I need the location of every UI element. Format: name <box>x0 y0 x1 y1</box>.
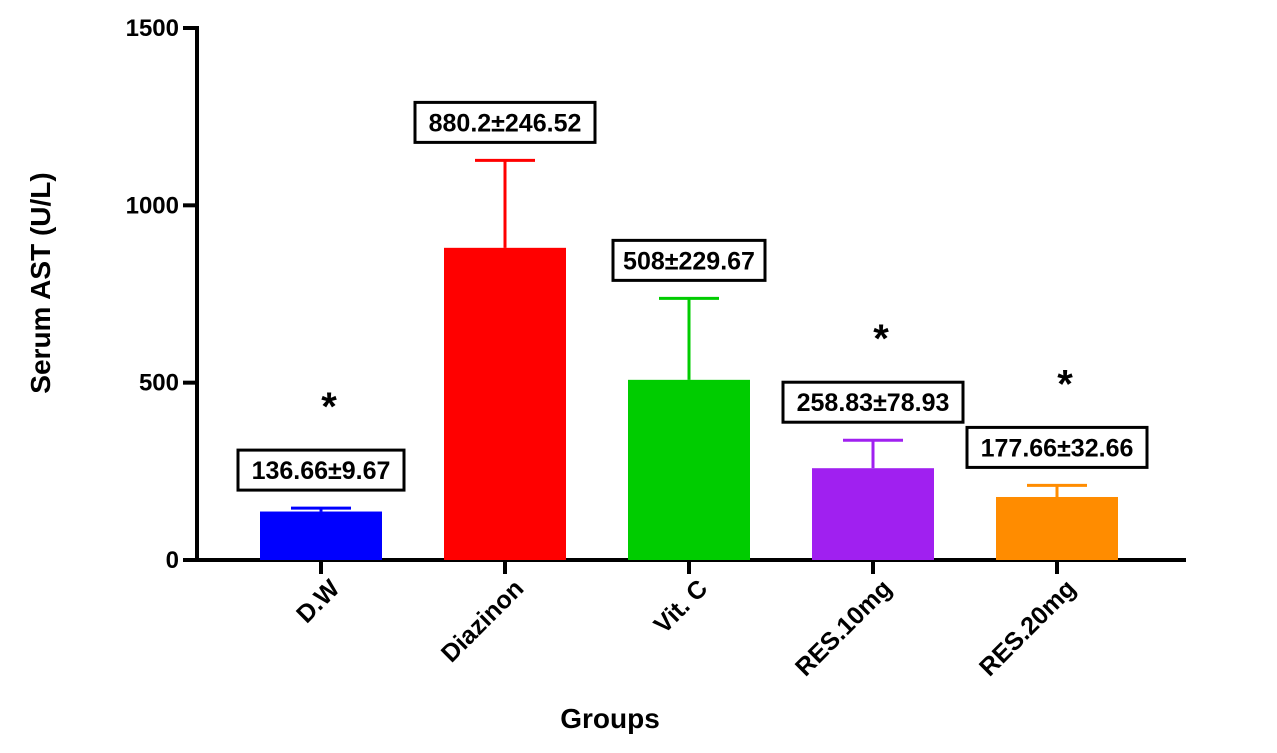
x-category-label: Vit. C <box>649 574 714 639</box>
data-label-text: 258.83±78.93 <box>797 389 950 417</box>
x-category-label: RES.20mg <box>974 574 1081 681</box>
data-label-text: 508±229.67 <box>623 247 755 275</box>
data-label-box <box>413 100 597 144</box>
bar <box>444 247 566 561</box>
data-label: 880.2±246.52 <box>413 100 597 144</box>
data-label-box <box>611 238 767 282</box>
y-axis-title: Serum AST (U/L) <box>25 172 56 393</box>
data-label-text: 880.2±246.52 <box>429 109 582 137</box>
bar <box>812 468 934 560</box>
data-label: 177.66±32.66 <box>965 425 1149 469</box>
data-label: 508±229.67 <box>611 238 767 282</box>
x-category-label: Diazinon <box>436 574 529 667</box>
data-label-text: 136.66±9.67 <box>252 457 391 485</box>
data-label-box <box>965 425 1149 469</box>
data-label: 258.83±78.93 <box>781 380 965 424</box>
bar <box>260 511 382 560</box>
x-category-label: RES.10mg <box>790 574 897 681</box>
significance-marker: * <box>1057 362 1073 406</box>
significance-marker: * <box>321 385 337 429</box>
bar <box>628 379 750 560</box>
bars <box>260 158 1118 561</box>
y-tick-label: 500 <box>139 370 179 397</box>
x-axis-title: Groups <box>560 703 660 734</box>
data-label-text: 177.66±32.66 <box>981 434 1134 462</box>
significance-marker: * <box>873 317 889 361</box>
y-tick-label: 1500 <box>126 15 179 42</box>
data-label-box <box>781 380 965 424</box>
y-tick-label: 1000 <box>126 192 179 219</box>
y-tick-label: 0 <box>166 547 179 574</box>
bar <box>996 496 1118 560</box>
data-label-box <box>236 448 406 492</box>
x-category-label: D.W <box>291 574 345 628</box>
data-label: 136.66±9.67 <box>236 448 406 492</box>
